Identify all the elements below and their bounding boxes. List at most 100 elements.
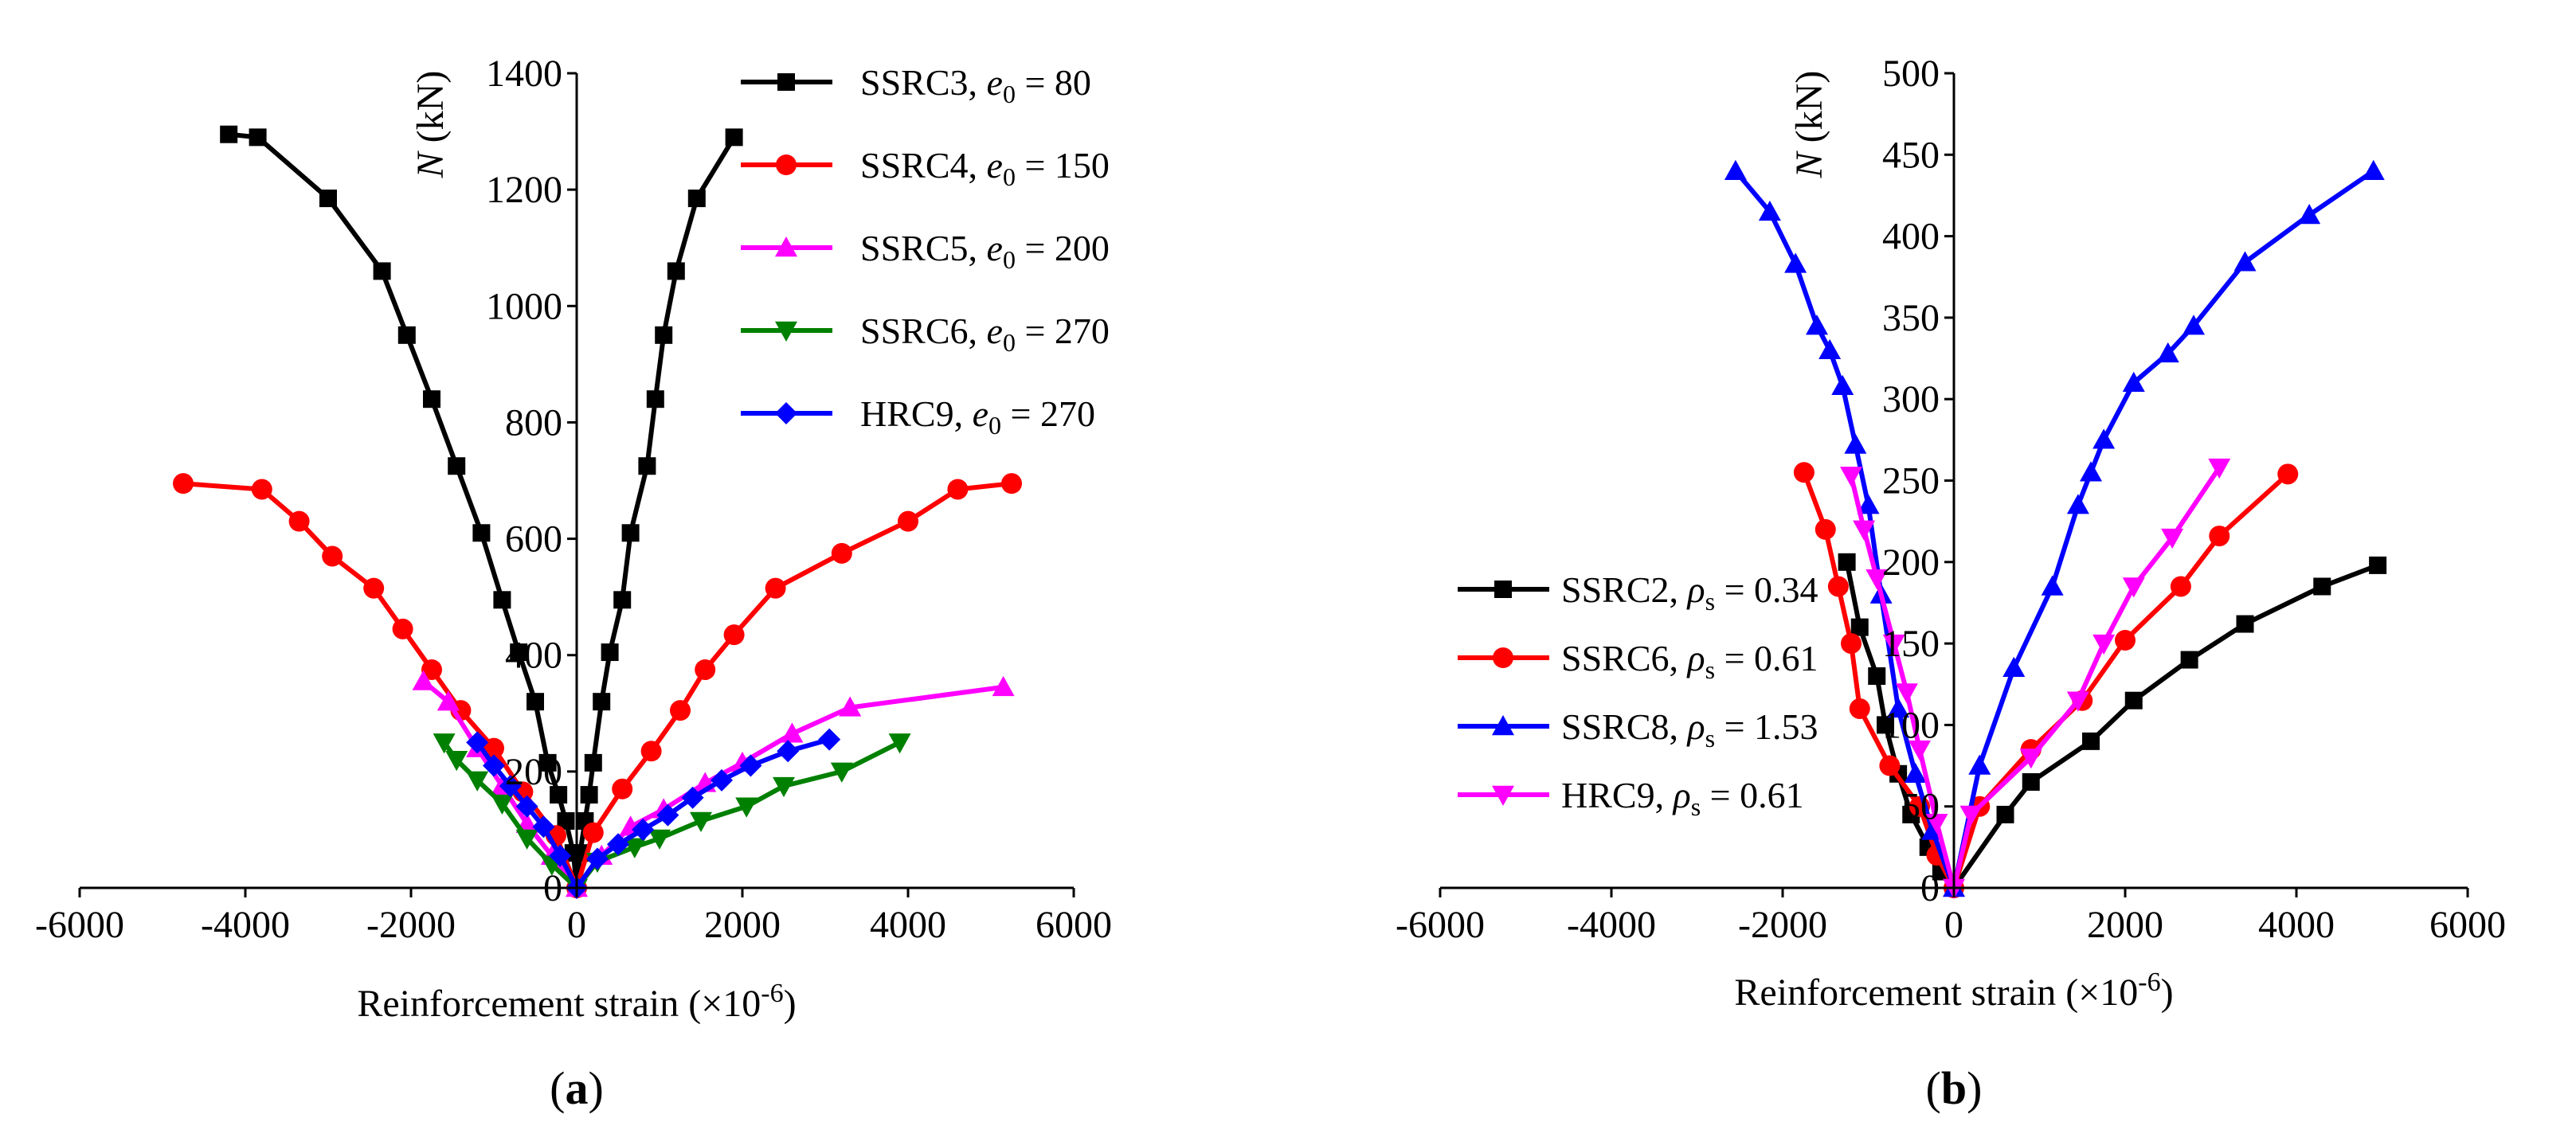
y-tick-label-b: 150 [1882, 623, 1940, 665]
y-tick-label-b: 0 [1920, 867, 1940, 909]
data-point-ssrc3 [621, 524, 640, 542]
y-tick-label-a: 1400 [486, 53, 562, 95]
data-point-hrc9 [1909, 740, 1931, 761]
y-axis-title-b: N (kN) [1788, 71, 1830, 179]
series-ssrc4-a [173, 473, 1022, 898]
data-point-ssrc8 [2183, 315, 2205, 335]
data-point-hrc9 [777, 740, 800, 763]
data-point-ssrc2 [2236, 615, 2254, 633]
series-hrc9-a [466, 728, 841, 899]
data-point-ssrc6 [830, 762, 853, 783]
legend-item-ssrc6: SSRC6, ρs = 0.61 [1458, 638, 1818, 684]
data-point-ssrc5 [412, 670, 435, 690]
legend-marker-ssrc6 [775, 321, 797, 342]
data-point-ssrc4 [173, 473, 194, 495]
series-layer-b [1724, 159, 2387, 899]
data-point-ssrc3 [472, 524, 491, 542]
data-point-ssrc4 [1001, 473, 1022, 495]
legend-item-hrc9: HRC9, ρs = 0.61 [1458, 775, 1804, 821]
x-tick-label-a: 6000 [1035, 904, 1112, 946]
x-axis-title-close-b: ) [2161, 971, 2174, 1014]
data-point-ssrc4 [723, 624, 745, 646]
legend-b: SSRC2, ρs = 0.34 SSRC6, ρs = 0.61 SSRC8, ρ… [1458, 569, 1818, 821]
data-point-ssrc8 [2093, 428, 2116, 449]
data-point-ssrc6 [1841, 633, 1862, 655]
data-point-hrc9 [483, 754, 505, 777]
data-point-ssrc5 [839, 696, 862, 717]
data-point-ssrc3 [638, 457, 656, 475]
data-point-hrc9 [1840, 467, 1862, 487]
data-point-hrc9 [586, 847, 609, 870]
legend-item-ssrc4: SSRC4, e0 = 150 [741, 145, 1110, 191]
data-point-ssrc6 [2277, 463, 2299, 485]
data-point-ssrc8 [1904, 762, 1927, 783]
axes-a: -6000 -4000 -2000 0 2000 4000 6000 0 200 400 600 8… [35, 53, 1112, 946]
data-point-ssrc8 [2156, 342, 2179, 363]
data-point-ssrc3 [448, 457, 466, 475]
data-point-ssrc3 [557, 811, 575, 830]
data-point-hrc9 [1853, 520, 1876, 541]
legend-label-ssrc2: SSRC2, ρs = 0.34 [1561, 569, 1818, 616]
data-point-hrc9 [2093, 634, 2116, 655]
legend-label-ssrc6: SSRC6, e0 = 270 [860, 311, 1110, 357]
data-point-ssrc8 [1968, 754, 1991, 775]
x-tick-label-b: -6000 [1396, 904, 1485, 946]
data-point-hrc9 [466, 731, 489, 754]
data-point-ssrc6 [1793, 462, 1815, 483]
data-point-ssrc8 [1818, 338, 1842, 360]
data-point-hrc9 [2208, 458, 2231, 479]
panel-label-b-letter: b [1941, 1062, 1967, 1114]
y-tick-label-a: 400 [505, 635, 562, 677]
data-point-ssrc2 [1877, 716, 1894, 734]
data-point-ssrc8 [2122, 371, 2145, 392]
data-point-ssrc2 [2180, 651, 2198, 669]
y-ticks-a: 0 200 400 600 800 1000 1200 1400 [486, 53, 577, 909]
data-point-ssrc8 [1887, 697, 1910, 718]
data-point-ssrc6 [1849, 698, 1870, 719]
data-point-hrc9 [656, 803, 679, 827]
legend-item-ssrc5: SSRC5, e0 = 200 [741, 228, 1110, 274]
data-point-ssrc3 [687, 190, 706, 208]
data-point-hrc9 [2122, 577, 2145, 598]
data-point-ssrc6 [888, 733, 911, 754]
legend-marker-ssrc8 [1492, 715, 1514, 736]
panel-label-b-close: ) [1967, 1062, 1982, 1114]
data-point-hrc9 [1865, 569, 1889, 590]
legend-marker-ssrc2 [1494, 581, 1512, 598]
y-tick-label-b: 350 [1882, 297, 1940, 339]
data-point-ssrc6 [515, 829, 538, 850]
data-point-hrc9 [2066, 691, 2089, 712]
data-point-ssrc4 [831, 542, 852, 564]
x-tick-label-b: 6000 [2429, 904, 2506, 946]
data-point-hrc9 [739, 754, 762, 777]
data-point-ssrc3 [580, 786, 598, 804]
data-point-ssrc4 [322, 545, 343, 567]
x-axis-title-b: Reinforcement strain (×10-6) [1734, 968, 2173, 1014]
legend-item-hrc9: HRC9, e0 = 270 [741, 393, 1095, 440]
data-point-ssrc3 [613, 591, 632, 609]
axes-b: -6000 -4000 -2000 0 2000 4000 6000 0 50 100 150 20… [1396, 53, 2506, 946]
y-axis-title-variable-a: N [409, 150, 452, 178]
data-point-ssrc2 [2082, 732, 2100, 750]
data-point-ssrc4 [898, 510, 918, 532]
data-point-ssrc3 [593, 693, 611, 711]
data-point-ssrc6 [466, 771, 489, 792]
data-point-ssrc4 [251, 479, 272, 500]
legend-marker-ssrc6 [1493, 647, 1513, 668]
y-tick-label-b: 250 [1882, 460, 1940, 502]
data-point-ssrc6 [623, 838, 646, 858]
data-point-ssrc3 [527, 693, 544, 711]
x-axis-title-a: Reinforcement strain (×10-6) [357, 979, 796, 1025]
legend-item-ssrc6: SSRC6, e0 = 270 [741, 311, 1110, 357]
x-tick-label-a: -2000 [366, 904, 456, 946]
series-ssrc3-a [220, 125, 743, 897]
data-point-ssrc8 [1758, 200, 1781, 221]
x-ticks-a: -6000 -4000 -2000 0 2000 4000 6000 [35, 888, 1112, 946]
data-point-ssrc8 [2041, 575, 2064, 596]
x-axis-title-text-a: Reinforcement strain (×10 [357, 983, 761, 1025]
data-point-ssrc2 [2022, 773, 2040, 792]
data-point-ssrc3 [373, 262, 391, 280]
y-tick-label-b: 50 [1901, 786, 1940, 828]
x-axis-title-close-a: ) [784, 983, 797, 1025]
y-tick-label-a: 1000 [486, 285, 562, 327]
